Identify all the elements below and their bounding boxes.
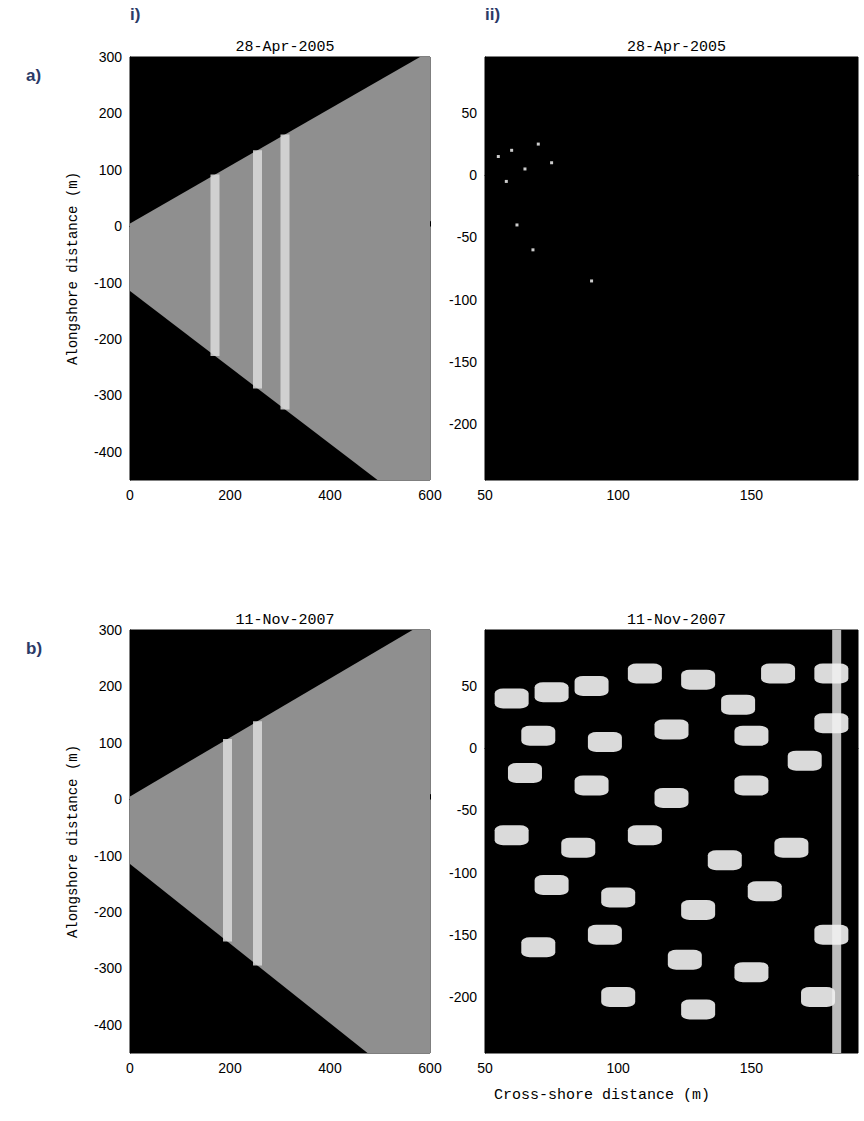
svg-text:Alongshore distance (m): Alongshore distance (m): [65, 172, 81, 365]
svg-text:-400: -400: [94, 1017, 122, 1033]
svg-text:100: 100: [607, 487, 631, 503]
svg-text:200: 200: [99, 678, 123, 694]
svg-text:200: 200: [99, 105, 123, 121]
svg-text:-400: -400: [94, 444, 122, 460]
svg-text:200: 200: [218, 1060, 242, 1076]
svg-text:i): i): [130, 5, 140, 24]
svg-text:300: 300: [99, 49, 123, 65]
svg-text:100: 100: [607, 1060, 631, 1076]
svg-text:-50: -50: [457, 802, 477, 818]
svg-text:400: 400: [318, 487, 342, 503]
svg-text:-200: -200: [449, 989, 477, 1005]
svg-text:0: 0: [126, 1060, 134, 1076]
svg-text:150: 150: [740, 1060, 764, 1076]
svg-text:a): a): [26, 66, 41, 85]
svg-text:200: 200: [218, 487, 242, 503]
svg-text:50: 50: [477, 1060, 493, 1076]
svg-text:28-Apr-2005: 28-Apr-2005: [627, 39, 726, 56]
svg-text:-200: -200: [449, 416, 477, 432]
svg-text:-300: -300: [94, 960, 122, 976]
svg-text:b): b): [26, 639, 42, 658]
svg-text:ii): ii): [485, 5, 500, 24]
svg-text:-300: -300: [94, 387, 122, 403]
svg-text:50: 50: [461, 105, 477, 121]
svg-text:600: 600: [418, 1060, 442, 1076]
svg-text:Alongshore distance (m): Alongshore distance (m): [65, 745, 81, 938]
svg-text:100: 100: [99, 162, 123, 178]
svg-text:11-Nov-2007: 11-Nov-2007: [627, 612, 726, 629]
svg-text:300: 300: [99, 622, 123, 638]
svg-text:0: 0: [114, 218, 122, 234]
svg-text:-100: -100: [94, 848, 122, 864]
svg-text:-200: -200: [94, 904, 122, 920]
svg-text:600: 600: [418, 487, 442, 503]
svg-text:50: 50: [461, 678, 477, 694]
svg-text:50: 50: [477, 487, 493, 503]
svg-text:100: 100: [99, 735, 123, 751]
svg-text:Cross-shore distance (m): Cross-shore distance (m): [494, 1087, 710, 1104]
svg-text:0: 0: [114, 791, 122, 807]
svg-text:150: 150: [740, 487, 764, 503]
svg-text:-150: -150: [449, 354, 477, 370]
svg-text:11-Nov-2007: 11-Nov-2007: [235, 612, 334, 629]
svg-text:-100: -100: [94, 275, 122, 291]
svg-text:-100: -100: [449, 292, 477, 308]
svg-text:0: 0: [126, 487, 134, 503]
svg-text:-50: -50: [457, 229, 477, 245]
svg-text:-200: -200: [94, 331, 122, 347]
svg-text:-100: -100: [449, 865, 477, 881]
svg-text:-150: -150: [449, 927, 477, 943]
svg-text:400: 400: [318, 1060, 342, 1076]
svg-text:0: 0: [469, 167, 477, 183]
svg-text:0: 0: [469, 740, 477, 756]
svg-text:28-Apr-2005: 28-Apr-2005: [235, 39, 334, 56]
